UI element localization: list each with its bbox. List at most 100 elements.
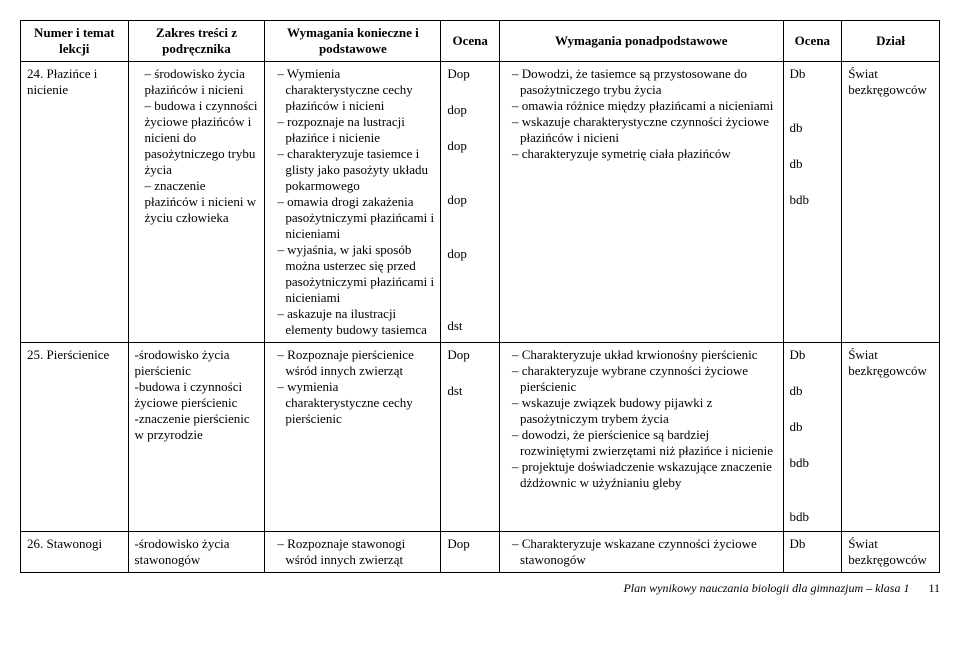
ocena-value [447,365,493,381]
list-item: projektuje doświadczenie wskazujące znac… [512,459,777,491]
ocena-value [790,491,836,507]
ocena-value [447,84,493,100]
ocena-value: Db [790,347,836,363]
ocena-value [447,228,493,244]
page-footer: Plan wynikowy nauczania biologii dla gim… [20,581,940,596]
ocena-value [447,282,493,298]
ocena-value [790,174,836,190]
ocena-value: dop [447,192,493,208]
col-header-dzial: Dział [842,21,940,62]
cell-wym-pon: Dowodzi, że tasiemce są przystosowane do… [500,62,784,343]
ocena-value: dop [447,102,493,118]
ocena-value [790,138,836,154]
ocena-value [447,120,493,136]
list-item: Charakteryzuje układ krwionośny pierście… [512,347,777,363]
list-item: askazuje na ilustracji elementy budowy t… [277,306,434,338]
cell-ocena2: Db [783,532,842,573]
ocena-value: Dop [447,66,493,82]
list-item: omawia różnice między płazińcami a nicie… [512,98,777,114]
cell-numer: 24. Płazińce i nicienie [21,62,129,343]
ocena-value [447,300,493,316]
ocena-value [790,437,836,453]
cell-wym-pon: Charakteryzuje układ krwionośny pierście… [500,343,784,532]
list-item: charakteryzuje wybrane czynności życiowe… [512,363,777,395]
curriculum-table: Numer i temat lekcji Zakres treści z pod… [20,20,940,573]
list-item: rozpoznaje na lustracji płazińce i nicie… [277,114,434,146]
ocena-value: Db [790,536,836,552]
cell-dzial: Świat bezkręgowców [842,343,940,532]
list-item: budowa i czynności życiowe płazińców i n… [145,98,259,178]
col-header-ocena1: Ocena [441,21,500,62]
ocena-value [790,102,836,118]
footer-page: 11 [928,581,940,595]
table-row: 26. Stawonogi-środowisko życia stawonogó… [21,532,940,573]
cell-dzial: Świat bezkręgowców [842,62,940,343]
ocena-value: db [790,120,836,136]
ocena-value [447,264,493,280]
list-item: charakteryzuje tasiemce i glisty jako pa… [277,146,434,194]
list-item: omawia drogi zakażenia pasożytniczymi pł… [277,194,434,242]
ocena-value: bdb [790,455,836,471]
ocena-value: Dop [447,536,493,552]
cell-wym-kon: Wymienia charakterystyczne cechy płazińc… [265,62,441,343]
cell-zakres: środowisko życia płazińców i nicienibudo… [128,62,265,343]
list-item: Rozpoznaje pierścienice wśród innych zwi… [277,347,434,379]
col-header-numer: Numer i temat lekcji [21,21,129,62]
table-row: 24. Płazińce i nicienieśrodowisko życia … [21,62,940,343]
list-item: -środowisko życia pierścienic [135,347,259,379]
col-header-wym-pon: Wymagania ponadpodstawowe [500,21,784,62]
footer-text: Plan wynikowy nauczania biologii dla gim… [623,581,909,595]
ocena-value: Dop [447,347,493,363]
col-header-wym-kon: Wymagania konieczne i podstawowe [265,21,441,62]
list-item: dowodzi, że pierścienice są bardziej roz… [512,427,777,459]
list-item: wskazuje związek budowy pijawki z pasoży… [512,395,777,427]
list-item: Charakteryzuje wskazane czynności życiow… [512,536,777,568]
list-item: znaczenie płazińców i nicieni w życiu cz… [145,178,259,226]
cell-ocena1: Dop dop dop dop dop dst [441,62,500,343]
table-header-row: Numer i temat lekcji Zakres treści z pod… [21,21,940,62]
cell-zakres: -środowisko życia stawonogów [128,532,265,573]
ocena-value [790,473,836,489]
list-item: -budowa i czynności życiowe pierścienic [135,379,259,411]
list-item: Dowodzi, że tasiemce są przystosowane do… [512,66,777,98]
ocena-value [447,156,493,172]
list-item: -znaczenie pierścienic w przyrodzie [135,411,259,443]
ocena-value: dst [447,318,493,334]
list-item: środowisko życia płazińców i nicieni [145,66,259,98]
cell-wym-kon: Rozpoznaje pierścienice wśród innych zwi… [265,343,441,532]
cell-numer: 26. Stawonogi [21,532,129,573]
ocena-value: bdb [790,192,836,208]
ocena-value: dop [447,138,493,154]
list-item: Rozpoznaje stawonogi wśród innych zwierz… [277,536,434,568]
cell-dzial: Świat bezkręgowców [842,532,940,573]
list-item: charakteryzuje symetrię ciała płazińców [512,146,777,162]
list-item: wskazuje charakterystyczne czynności życ… [512,114,777,146]
cell-ocena1: Dop [441,532,500,573]
cell-ocena1: Dop dst [441,343,500,532]
ocena-value: Db [790,66,836,82]
ocena-value [790,365,836,381]
cell-ocena2: Db db db bdb bdb [783,343,842,532]
table-row: 25. Pierścienice-środowisko życia pierśc… [21,343,940,532]
cell-numer: 25. Pierścienice [21,343,129,532]
ocena-value: db [790,419,836,435]
col-header-ocena2: Ocena [783,21,842,62]
list-item: wymienia charakterystyczne cechy pierści… [277,379,434,427]
ocena-value: dst [447,383,493,399]
ocena-value: bdb [790,509,836,525]
cell-wym-pon: Charakteryzuje wskazane czynności życiow… [500,532,784,573]
list-item: wyjaśnia, w jaki sposób można usterzec s… [277,242,434,306]
ocena-value [447,210,493,226]
cell-ocena2: Db db db bdb [783,62,842,343]
col-header-zakres: Zakres treści z podręcznika [128,21,265,62]
ocena-value [447,174,493,190]
cell-wym-kon: Rozpoznaje stawonogi wśród innych zwierz… [265,532,441,573]
ocena-value: db [790,156,836,172]
list-item: Wymienia charakterystyczne cechy płazińc… [277,66,434,114]
ocena-value: dop [447,246,493,262]
ocena-value [790,84,836,100]
ocena-value [790,401,836,417]
cell-zakres: -środowisko życia pierścienic-budowa i c… [128,343,265,532]
list-item: -środowisko życia stawonogów [135,536,259,568]
ocena-value: db [790,383,836,399]
